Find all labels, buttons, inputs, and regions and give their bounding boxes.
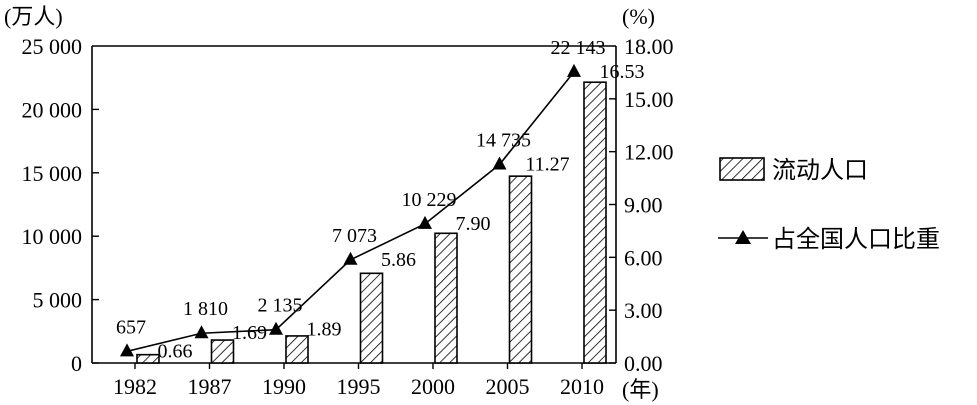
bar (210, 339, 235, 364)
triangle-marker (418, 215, 432, 229)
percent-value-label: 1.89 (307, 319, 342, 341)
bar-value-label: 22 143 (551, 37, 606, 59)
bar-value-label: 657 (116, 316, 146, 338)
percent-value-label: 16.53 (600, 61, 645, 83)
left-tick-label: 25 000 (22, 34, 83, 59)
right-tick-label: 6.00 (624, 245, 663, 270)
legend: 流动人口 占全国人口比重 (718, 156, 940, 253)
legend-bar-swatch (719, 157, 765, 181)
x-tick-label: 1995 (337, 374, 381, 399)
bar (136, 353, 160, 364)
data-labels: 657 1 810 2 135 7 073 10 229 14 735 22 143 0.66… (116, 37, 645, 362)
x-tick-label: 2010 (560, 374, 604, 399)
left-axis-ticks: 0 5 000 10 000 15 000 20 000 25 000 (22, 34, 99, 376)
triangle-marker (567, 63, 581, 77)
triangle-marker (120, 343, 134, 357)
x-tick-label: 1990 (262, 374, 306, 399)
percent-value-label: 0.66 (158, 340, 193, 362)
bar (359, 272, 384, 364)
triangle-marker (343, 251, 358, 265)
bar (508, 175, 533, 364)
x-axis-ticks: 1982 1987 1990 1995 2000 2005 2010 (113, 363, 604, 399)
right-tick-label: 18.00 (624, 34, 674, 59)
x-axis-unit: (年) (622, 377, 659, 402)
right-tick-label: 12.00 (624, 140, 674, 165)
right-tick-label: 0.00 (624, 351, 663, 376)
right-tick-label: 15.00 (624, 87, 674, 112)
left-tick-label: 0 (71, 351, 82, 376)
left-tick-label: 10 000 (22, 224, 83, 249)
triangle-marker (492, 156, 507, 170)
bar-value-label: 10 229 (402, 189, 457, 211)
right-axis-unit: (%) (622, 4, 655, 29)
left-tick-label: 15 000 (22, 161, 83, 186)
bar-value-label: 7 073 (332, 225, 377, 247)
bar (285, 335, 309, 364)
bar (434, 232, 458, 364)
x-tick-label: 1987 (188, 374, 232, 399)
bar-value-label: 1 810 (183, 298, 228, 320)
left-tick-label: 5 000 (33, 288, 83, 313)
line-series (120, 63, 581, 357)
right-axis-ticks: 0.00 3.00 6.00 9.00 12.00 15.00 18.00 (609, 34, 674, 376)
x-tick-label: 2005 (486, 374, 530, 399)
percent-value-label: 1.69 (232, 322, 267, 344)
triangle-marker (194, 325, 209, 339)
percent-value-label: 11.27 (525, 154, 569, 176)
bar-series (136, 81, 607, 364)
right-tick-label: 9.00 (624, 193, 663, 218)
left-axis-unit: (万人) (4, 4, 63, 29)
bar-value-label: 2 135 (258, 295, 303, 317)
triangle-marker (269, 321, 283, 335)
percent-value-label: 7.90 (456, 213, 491, 235)
bar (583, 81, 607, 364)
legend-bar-label: 流动人口 (772, 156, 868, 184)
percent-value-label: 5.86 (381, 249, 416, 271)
x-tick-label: 1982 (113, 374, 157, 399)
legend-line-label: 占全国人口比重 (772, 225, 940, 253)
left-tick-label: 20 000 (22, 97, 83, 122)
right-tick-label: 3.00 (624, 298, 663, 323)
bar-value-label: 14 735 (476, 130, 531, 152)
x-tick-label: 2000 (411, 374, 455, 399)
legend-triangle-marker (735, 230, 751, 244)
